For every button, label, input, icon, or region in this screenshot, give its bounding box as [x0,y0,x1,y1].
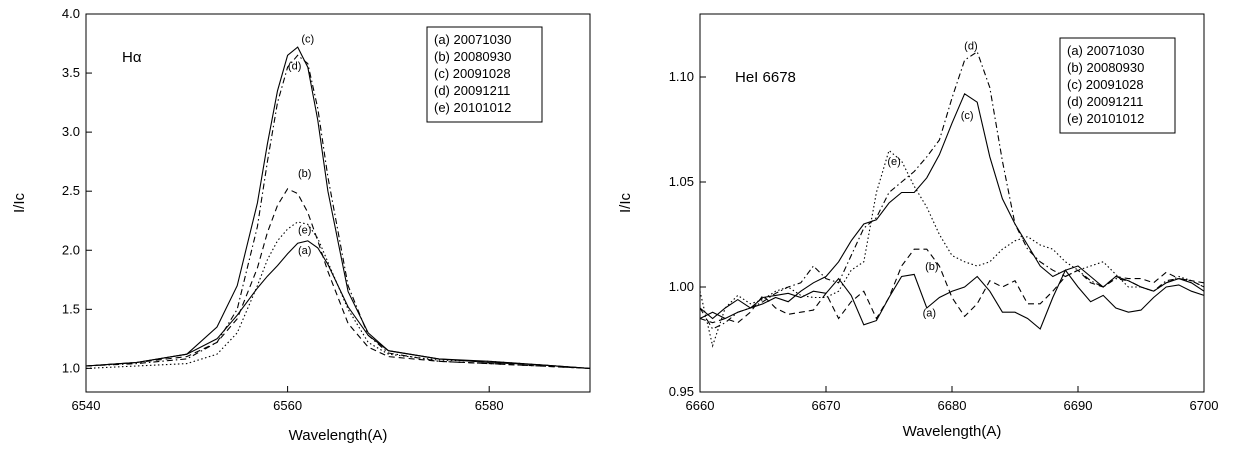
y-tick-label: 0.95 [669,384,694,399]
series-line-b [699,248,1205,324]
series-line-d [699,50,1205,330]
chart-hei-6678: 6660 6670 6680 6690 6700 0.95 1.00 1.05 1.10 (a)… [617,13,1219,440]
series-label-d: (d) [288,61,301,73]
y-tick-label: 1.05 [669,174,694,189]
legend-entry-c: (c) 20091028 [1067,77,1144,92]
legend-entry-d: (d) 20091211 [1067,94,1143,109]
x-tick-label: 6680 [938,398,967,413]
series-label-e: (e) [298,225,311,237]
y-tick-label: 1.5 [62,301,80,316]
series-label-b: (b) [298,168,311,180]
y-tick-label: 3.5 [62,65,80,80]
legend-entry-b: (b) 20080930 [434,49,511,64]
series-label-a: (a) [923,307,936,319]
chart-title: HeI 6678 [735,69,796,86]
x-tick-label: 6660 [686,398,715,413]
legend-entry-c: (c) 20091028 [434,66,511,81]
x-tick-label: 6670 [812,398,841,413]
legend-entry-e: (e) 20101012 [434,100,511,115]
y-axis-label: I/Ic [617,193,634,214]
y-tick-label: 3.0 [62,124,80,139]
legend: (a) 20071030 (b) 20080930 (c) 20091028 (… [426,26,543,123]
legend-box [1059,37,1176,134]
series-group [85,46,591,369]
y-tick-label: 4.0 [62,6,80,21]
plot-frame [85,13,591,393]
series-group [699,50,1205,348]
y-tick-label: 2.0 [62,242,80,257]
series-line-e [699,149,1205,348]
series-line-e [85,221,591,369]
series-line-a [85,240,591,369]
legend-box [426,26,543,123]
legend-entry-d: (d) 20091211 [434,83,510,98]
axis-ticks: 6540 6560 6580 1.0 1.5 2.0 2.5 3.0 3.5 4.0 [62,6,504,413]
axis-ticks: 6660 6670 6680 6690 6700 0.95 1.00 1.05 1.10 [669,69,1219,413]
x-tick-label: 6700 [1190,398,1219,413]
x-tick-label: 6560 [273,398,302,413]
x-tick-label: 6580 [475,398,504,413]
line-label-group: (a) (b) (c) (d) (e) [288,33,314,256]
series-line-b [85,188,591,369]
line-label-group: (a) (b) (c) (d) (e) [887,41,977,320]
legend-entry-b: (b) 20080930 [1067,60,1144,75]
series-label-b: (b) [925,261,938,273]
chart-halpha: 6540 6560 6580 1.0 1.5 2.0 2.5 3.0 3.5 4.0 (a) (b)… [11,6,591,444]
series-line-a [699,269,1205,330]
series-label-c: (c) [301,33,314,45]
legend-entry-a: (a) 20071030 [1067,43,1144,58]
series-label-a: (a) [298,245,311,257]
x-tick-label: 6540 [72,398,101,413]
chart-title: Hα [122,49,142,66]
x-axis-label: Wavelength(A) [903,423,1002,440]
legend: (a) 20071030 (b) 20080930 (c) 20091028 (… [1059,37,1176,134]
series-label-c: (c) [961,110,974,122]
x-axis-label: Wavelength(A) [289,427,388,444]
y-tick-label: 2.5 [62,183,80,198]
series-line-c [85,46,591,369]
series-label-e: (e) [887,156,900,168]
y-tick-label: 1.00 [669,279,694,294]
series-line-d [85,54,591,369]
x-tick-label: 6690 [1064,398,1093,413]
series-label-d: (d) [964,41,977,53]
y-tick-label: 1.0 [62,360,80,375]
legend-entry-e: (e) 20101012 [1067,111,1144,126]
legend-entry-a: (a) 20071030 [434,32,511,47]
y-tick-label: 1.10 [669,69,694,84]
y-axis-label: I/Ic [11,193,28,214]
